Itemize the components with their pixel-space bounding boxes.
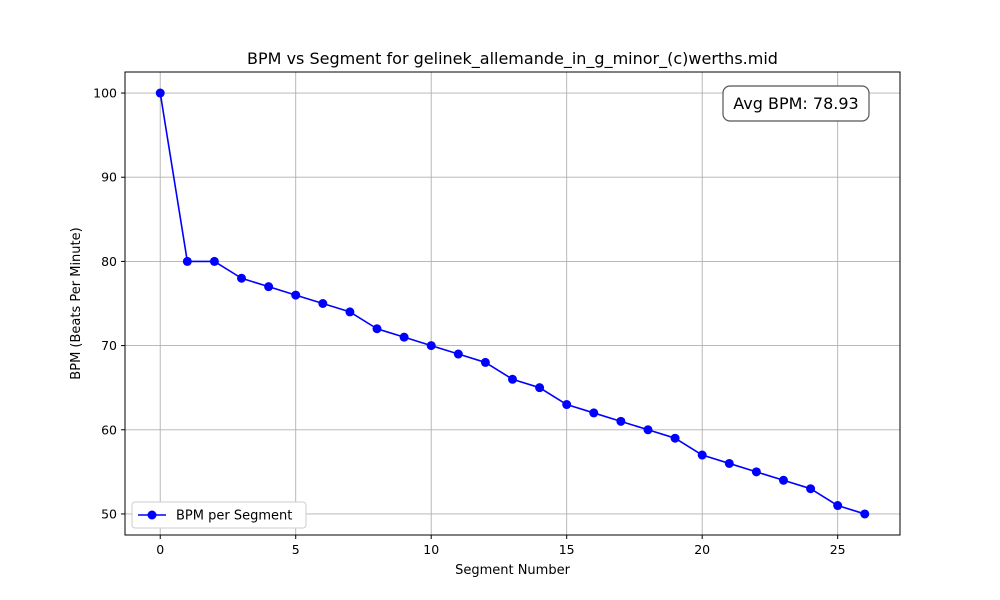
data-point-marker	[616, 416, 626, 426]
data-point-marker	[724, 458, 734, 468]
data-point-marker	[399, 332, 409, 342]
axis-ticks: 0 5 10 15 20 25 50 60 70 80 90 100	[93, 86, 845, 557]
legend-label: BPM per Segment	[176, 509, 292, 524]
avg-bpm-annotation: Avg BPM: 78.93	[722, 85, 870, 122]
data-point-marker	[237, 273, 247, 283]
annotation-box	[722, 85, 870, 122]
data-point-marker	[453, 349, 463, 359]
legend-box	[131, 501, 307, 529]
series-layer	[155, 88, 870, 519]
data-point-marker	[697, 450, 707, 460]
data-point-marker	[670, 433, 680, 443]
x-axis-label: Segment Number	[455, 563, 571, 578]
data-point-marker	[480, 357, 490, 367]
data-point-marker	[508, 374, 517, 384]
data-point-marker	[751, 467, 761, 477]
legend: BPM per Segment	[131, 501, 307, 529]
data-point-marker	[589, 408, 599, 418]
data-point-marker	[778, 475, 788, 485]
grid-lines	[125, 72, 900, 535]
data-point-marker	[643, 425, 653, 435]
data-point-marker	[155, 88, 165, 98]
data-point-marker	[209, 256, 219, 266]
data-point-marker	[264, 282, 274, 292]
plot-area-frame	[124, 71, 901, 536]
x-tick-label: 5	[292, 542, 300, 557]
data-point-marker	[291, 290, 301, 300]
data-point-marker	[860, 509, 870, 519]
y-tick-label: 90	[101, 170, 117, 185]
y-axis-label: BPM (Beats Per Minute)	[69, 227, 84, 379]
x-tick-label: 0	[156, 542, 164, 557]
data-point-marker	[833, 501, 843, 511]
x-tick-label: 10	[423, 542, 439, 557]
legend-marker-swatch	[147, 510, 157, 520]
chart-title: BPM vs Segment for gelinek_allemande_in_…	[247, 49, 778, 69]
y-tick-label: 50	[101, 506, 117, 521]
avg-bpm-text: Avg BPM: 78.93	[733, 94, 858, 113]
y-tick-label: 100	[93, 86, 117, 101]
data-point-marker	[535, 383, 545, 393]
y-tick-label: 60	[101, 422, 117, 437]
data-point-marker	[182, 256, 192, 266]
data-point-marker	[318, 299, 328, 308]
y-tick-label: 70	[101, 338, 117, 353]
data-point-marker	[562, 400, 572, 410]
data-point-marker	[806, 484, 816, 494]
x-tick-label: 20	[694, 542, 710, 557]
data-point-marker	[345, 307, 355, 317]
y-tick-label: 80	[101, 254, 117, 269]
data-point-marker	[426, 341, 436, 351]
x-tick-label: 25	[830, 542, 846, 557]
data-point-marker	[372, 324, 382, 334]
x-tick-label: 15	[559, 542, 575, 557]
